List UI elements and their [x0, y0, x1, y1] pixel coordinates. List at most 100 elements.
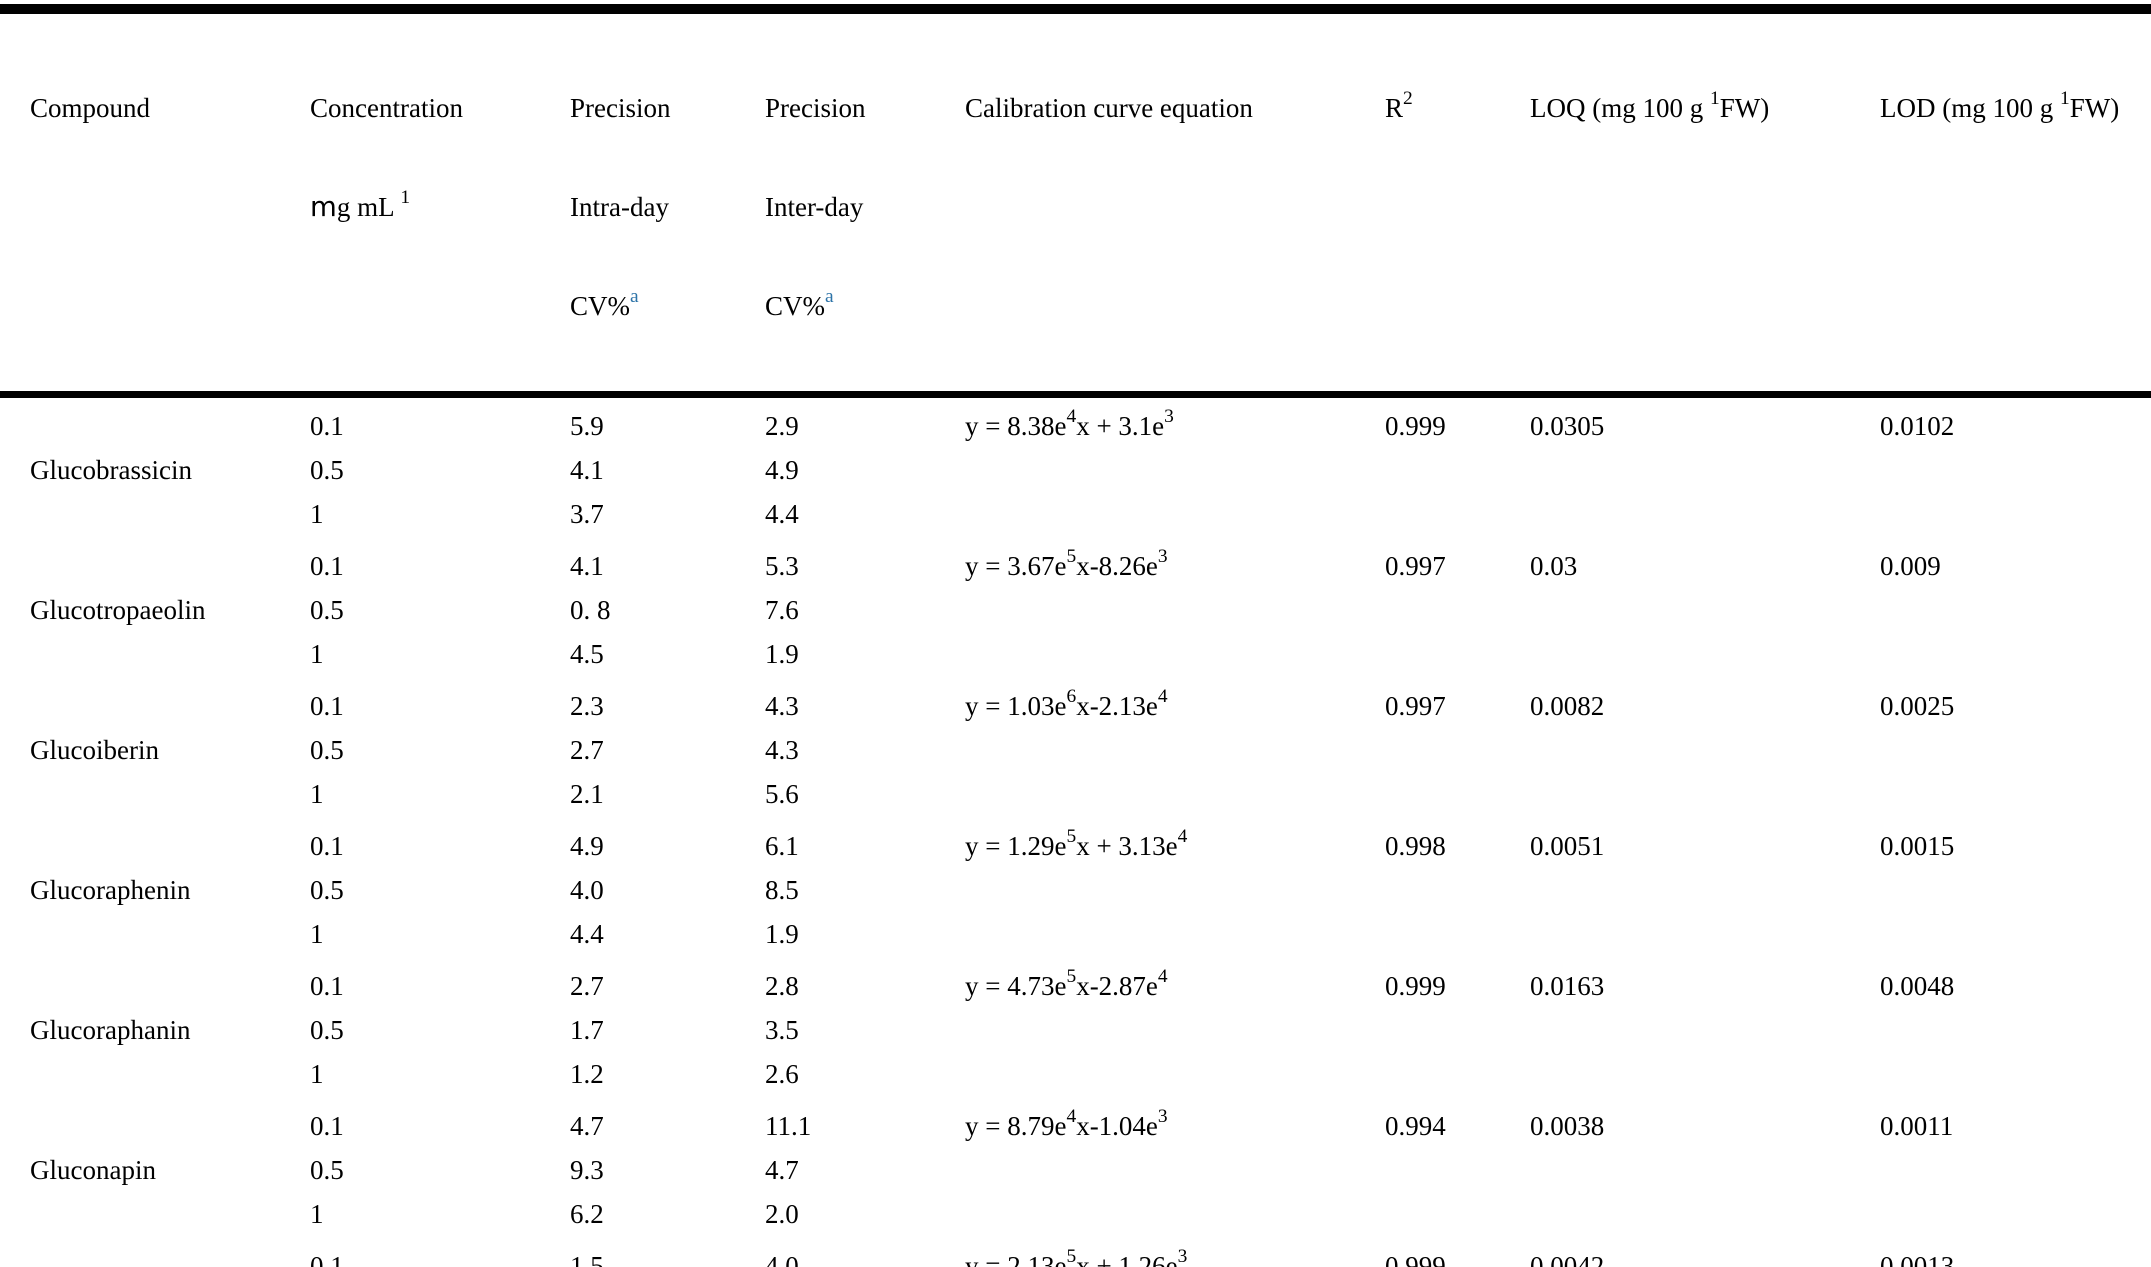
- intra-day-cv-value: 6.2: [570, 1199, 604, 1229]
- intra-day-cv-value: 5.9: [570, 411, 604, 441]
- col-header-r-squared: R2: [1385, 28, 1530, 189]
- intra-day-cv-value: 2.1: [570, 779, 604, 809]
- compound-block: Gluconapin 0.1 4.7 11.1 y = 8.79e4x-1.04…: [0, 1104, 2151, 1236]
- col-header-concentration: Concentration mg mL 1: [310, 28, 570, 288]
- concentration-value: 1: [310, 499, 324, 529]
- concentration-value: 1: [310, 1059, 324, 1089]
- intra-day-cv-value: 2.7: [570, 735, 604, 765]
- unit-exponent: 1: [400, 187, 411, 209]
- concentration-value: 1: [310, 779, 324, 809]
- col-header-compound: Compound: [30, 28, 310, 189]
- table-header-rule: [0, 391, 2151, 398]
- concentration-value: 0.1: [310, 551, 344, 581]
- loq-header-label: LOQ (mg 100 g 1FW): [1530, 89, 1880, 127]
- table-body: Glucobrassicin 0.1 5.9 2.9 y = 8.38e4x +…: [0, 398, 2151, 1267]
- compound-block: Glucotropaeolin 0.1 4.1 5.3 y = 3.67e5x-…: [0, 544, 2151, 676]
- equation-exponent: 3: [1157, 1106, 1168, 1128]
- equation-exponent: 4: [1066, 406, 1077, 428]
- intra-day-cv-value: 4.9: [570, 831, 604, 861]
- table-top-rule: [0, 4, 2151, 14]
- inter-day-cv-value: 2.9: [765, 411, 799, 441]
- inter-day-cv-value: 5.3: [765, 551, 799, 581]
- intra-day-cv-value: 4.0: [570, 875, 604, 905]
- compound-block: Glucoraphanin 0.1 2.7 2.8 y = 4.73e5x-2.…: [0, 964, 2151, 1096]
- table-header-row: Compound Concentration mg mL 1 Precision…: [0, 14, 2151, 391]
- compound-block: Glucobrassicin 0.1 5.9 2.9 y = 8.38e4x +…: [0, 404, 2151, 536]
- calibration-equation: y = 2.13e5x + 1.26e3: [965, 1246, 1188, 1267]
- lod-value: 0.0102: [1880, 411, 1955, 441]
- inter-day-cv-value: 2.0: [765, 1199, 799, 1229]
- col-header-calibration: Calibration curve equation: [965, 28, 1385, 189]
- col-header-precision-inter: Precision Inter-day CV%a: [765, 28, 965, 387]
- inter-day-cv-value: 3.5: [765, 1015, 799, 1045]
- loq-value: 0.03: [1530, 551, 1578, 581]
- r-squared-value: 0.994: [1385, 1111, 1446, 1141]
- concentration-value: 0.1: [310, 1111, 344, 1141]
- intra-day-cv-value: 1.5: [570, 1251, 604, 1267]
- compound-block: Progoitrin 0.1 1.5 4.0 y = 2.13e5x + 1.2…: [0, 1244, 2151, 1267]
- inter-day-cv-value: 2.8: [765, 971, 799, 1001]
- calibration-equation: y = 1.29e5x + 3.13e4: [965, 826, 1188, 861]
- lod-value: 0.0013: [1880, 1251, 1955, 1267]
- inter-day-cv-value: 6.1: [765, 831, 799, 861]
- concentration-value: 0.5: [310, 595, 344, 625]
- r-squared-label: R2: [1385, 88, 1530, 127]
- inter-day-cv-value: 4.4: [765, 499, 799, 529]
- r-squared-value: 0.998: [1385, 831, 1446, 861]
- intra-day-cv-value: 4.5: [570, 639, 604, 669]
- intra-day-cv-value: 4.1: [570, 455, 604, 485]
- inter-day-cv-value: 4.7: [765, 1155, 799, 1185]
- equation-exponent: 3: [1177, 1246, 1188, 1267]
- calibration-equation: y = 8.79e4x-1.04e3: [965, 1106, 1168, 1141]
- loq-prefix: LOQ (mg 100 g: [1530, 93, 1710, 123]
- lod-value: 0.0011: [1880, 1111, 1954, 1141]
- cv-label: CV%: [765, 291, 825, 321]
- inter-day-cv-value: 4.0: [765, 1251, 799, 1267]
- lod-suffix: FW): [2069, 93, 2120, 123]
- calibration-header-label: Calibration curve equation: [965, 93, 1253, 123]
- equation-exponent: 4: [1177, 826, 1188, 848]
- loq-value: 0.0042: [1530, 1251, 1605, 1267]
- equation-exponent: 3: [1157, 546, 1168, 568]
- intra-day-cv-value: 4.1: [570, 551, 604, 581]
- inter-day-cv-value: 7.6: [765, 595, 799, 625]
- concentration-value: 0.5: [310, 1015, 344, 1045]
- loq-value: 0.0163: [1530, 971, 1605, 1001]
- inter-day-label: Inter-day: [765, 192, 864, 222]
- compound-header-label: Compound: [30, 93, 151, 123]
- footnote-a-marker: a: [825, 286, 834, 308]
- col-header-lod: LOD (mg 100 g 1FW): [1880, 28, 2151, 189]
- concentration-value: 0.5: [310, 1155, 344, 1185]
- equation-exponent: 6: [1066, 686, 1077, 708]
- inter-day-cv-value: 11.1: [765, 1111, 812, 1141]
- equation-exponent: 3: [1164, 406, 1174, 428]
- compound-block: Glucoiberin 0.1 2.3 4.3 y = 1.03e6x-2.13…: [0, 684, 2151, 816]
- inter-day-cv-value: 4.3: [765, 691, 799, 721]
- lod-value: 0.0048: [1880, 971, 1955, 1001]
- concentration-value: 0.1: [310, 1251, 344, 1267]
- intra-day-cv-value: 4.4: [570, 919, 604, 949]
- compound-block: Glucoraphenin 0.1 4.9 6.1 y = 1.29e5x + …: [0, 824, 2151, 956]
- precision-label: Precision: [765, 93, 866, 123]
- intra-day-cv-value: 3.7: [570, 499, 604, 529]
- concentration-value: 0.1: [310, 831, 344, 861]
- intra-day-cv-value: 4.7: [570, 1111, 604, 1141]
- inter-day-cv-value: 1.9: [765, 919, 799, 949]
- lod-value: 0.0025: [1880, 691, 1955, 721]
- intra-day-cv-value: 9.3: [570, 1155, 604, 1185]
- intra-day-cv-value: 2.7: [570, 971, 604, 1001]
- calibration-equation: y = 3.67e5x-8.26e3: [965, 546, 1168, 581]
- equation-exponent: 5: [1066, 966, 1077, 988]
- intra-day-label: Intra-day: [570, 192, 669, 222]
- equation-exponent: 4: [1157, 686, 1168, 708]
- r-exponent: 2: [1403, 88, 1413, 110]
- inter-day-cv-value: 2.6: [765, 1059, 799, 1089]
- cv-label: CV%: [570, 291, 630, 321]
- concentration-value: 1: [310, 639, 324, 669]
- lod-prefix: LOD (mg 100 g: [1880, 93, 2060, 123]
- calibration-validation-table: Compound Concentration mg mL 1 Precision…: [0, 4, 2151, 1267]
- concentration-header-label: Concentration: [310, 93, 463, 123]
- compound-name: Gluconapin: [30, 1155, 156, 1185]
- equation-exponent: 5: [1066, 546, 1077, 568]
- footnote-a-marker: a: [630, 286, 639, 308]
